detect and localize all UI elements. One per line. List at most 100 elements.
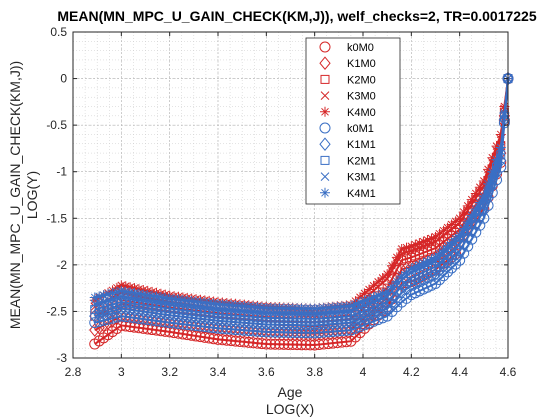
data-point [208, 322, 220, 334]
legend-marker [320, 172, 330, 181]
data-point [230, 324, 242, 336]
x-tick-label: 3 [118, 365, 125, 379]
tick-labels: 2.8 3 3.2 3.4 3.6 3.8 4 4.2 4.4 4.6 -3 -2.5 -2 -1.5 -1… [46, 25, 516, 379]
data-point [89, 317, 101, 329]
data-point [422, 256, 433, 267]
data-point [212, 322, 224, 334]
data-point [406, 241, 417, 252]
data-point [247, 325, 259, 337]
data-point [172, 318, 184, 330]
data-point [327, 325, 339, 337]
x-tick-label: 3.8 [306, 365, 323, 379]
data-point [89, 292, 100, 303]
data-point [133, 288, 144, 299]
y-tick-label: -1 [56, 165, 67, 179]
data-point [265, 326, 277, 338]
data-point [252, 337, 264, 349]
data-point [120, 320, 132, 332]
legend-label: k0M0 [347, 42, 374, 54]
data-point [238, 324, 250, 336]
data-point [470, 203, 481, 214]
data-point [107, 288, 118, 299]
data-point [466, 194, 477, 205]
data-point [391, 276, 402, 287]
data-point [363, 308, 375, 323]
data-point [478, 176, 489, 187]
data-point [319, 313, 329, 323]
data-point [199, 297, 210, 308]
legend-label: K2M1 [347, 155, 376, 167]
y-tick-label: -2.5 [46, 304, 67, 318]
data-point [304, 327, 316, 339]
data-point [252, 325, 264, 337]
data-point [354, 312, 366, 326]
data-point [359, 295, 370, 306]
data-point [173, 294, 184, 305]
data-point [234, 324, 246, 336]
legend-label: k0M1 [347, 123, 374, 135]
data-point [204, 297, 215, 308]
data-point [438, 244, 449, 255]
data-point [291, 327, 303, 339]
data-point [499, 108, 510, 119]
data-point [391, 252, 402, 263]
legend-label: K4M0 [347, 107, 376, 119]
data-point [377, 288, 388, 299]
data-point [106, 304, 119, 318]
legend-marker [319, 41, 331, 53]
data-point [291, 326, 303, 340]
data-point [373, 276, 384, 287]
legend-marker [319, 137, 331, 151]
data-point [155, 315, 167, 327]
data-point [278, 325, 290, 340]
y-axis-label: MEAN(MN_MPC_U_GAIN_CHECK(KM,J)) [7, 61, 23, 329]
data-point [269, 338, 281, 350]
x-tick-label: 4 [360, 365, 367, 379]
legend-marker [320, 91, 330, 100]
data-point [103, 289, 114, 300]
data-point [120, 311, 132, 323]
legend-entry: K4M1 [320, 187, 376, 200]
data-point [491, 154, 502, 165]
data-point [94, 291, 105, 302]
data-point [142, 290, 153, 301]
data-point [129, 287, 140, 298]
data-point [322, 326, 334, 338]
data-point [426, 254, 437, 265]
data-point [300, 327, 312, 339]
series-layer [89, 71, 514, 351]
data-point [328, 312, 338, 322]
data-point [483, 164, 494, 175]
data-point [442, 241, 453, 252]
data-point [195, 296, 206, 307]
data-point [89, 323, 101, 337]
data-point [373, 290, 384, 301]
data-point [225, 323, 237, 335]
data-point [313, 327, 325, 339]
legend-entry: K3M0 [320, 91, 376, 103]
data-point [382, 269, 393, 280]
legend-entry: k0M1 [319, 122, 374, 135]
legend-marker [319, 122, 331, 134]
data-point [159, 316, 171, 328]
data-point [487, 152, 498, 163]
data-point [400, 282, 413, 296]
data-point [116, 280, 127, 291]
data-point [369, 302, 379, 312]
data-point [295, 326, 308, 341]
data-point [133, 312, 145, 324]
data-point [372, 305, 384, 319]
data-point [98, 290, 109, 301]
data-point [458, 223, 469, 234]
data-point [401, 267, 412, 278]
data-point [483, 178, 494, 189]
data-point [495, 142, 506, 153]
data-point [274, 326, 286, 338]
data-point [414, 259, 425, 270]
data-point [138, 289, 149, 300]
data-point [406, 263, 417, 274]
data-point [124, 311, 136, 323]
data-point [345, 300, 356, 311]
data-point [332, 312, 342, 322]
data-point [300, 326, 312, 341]
